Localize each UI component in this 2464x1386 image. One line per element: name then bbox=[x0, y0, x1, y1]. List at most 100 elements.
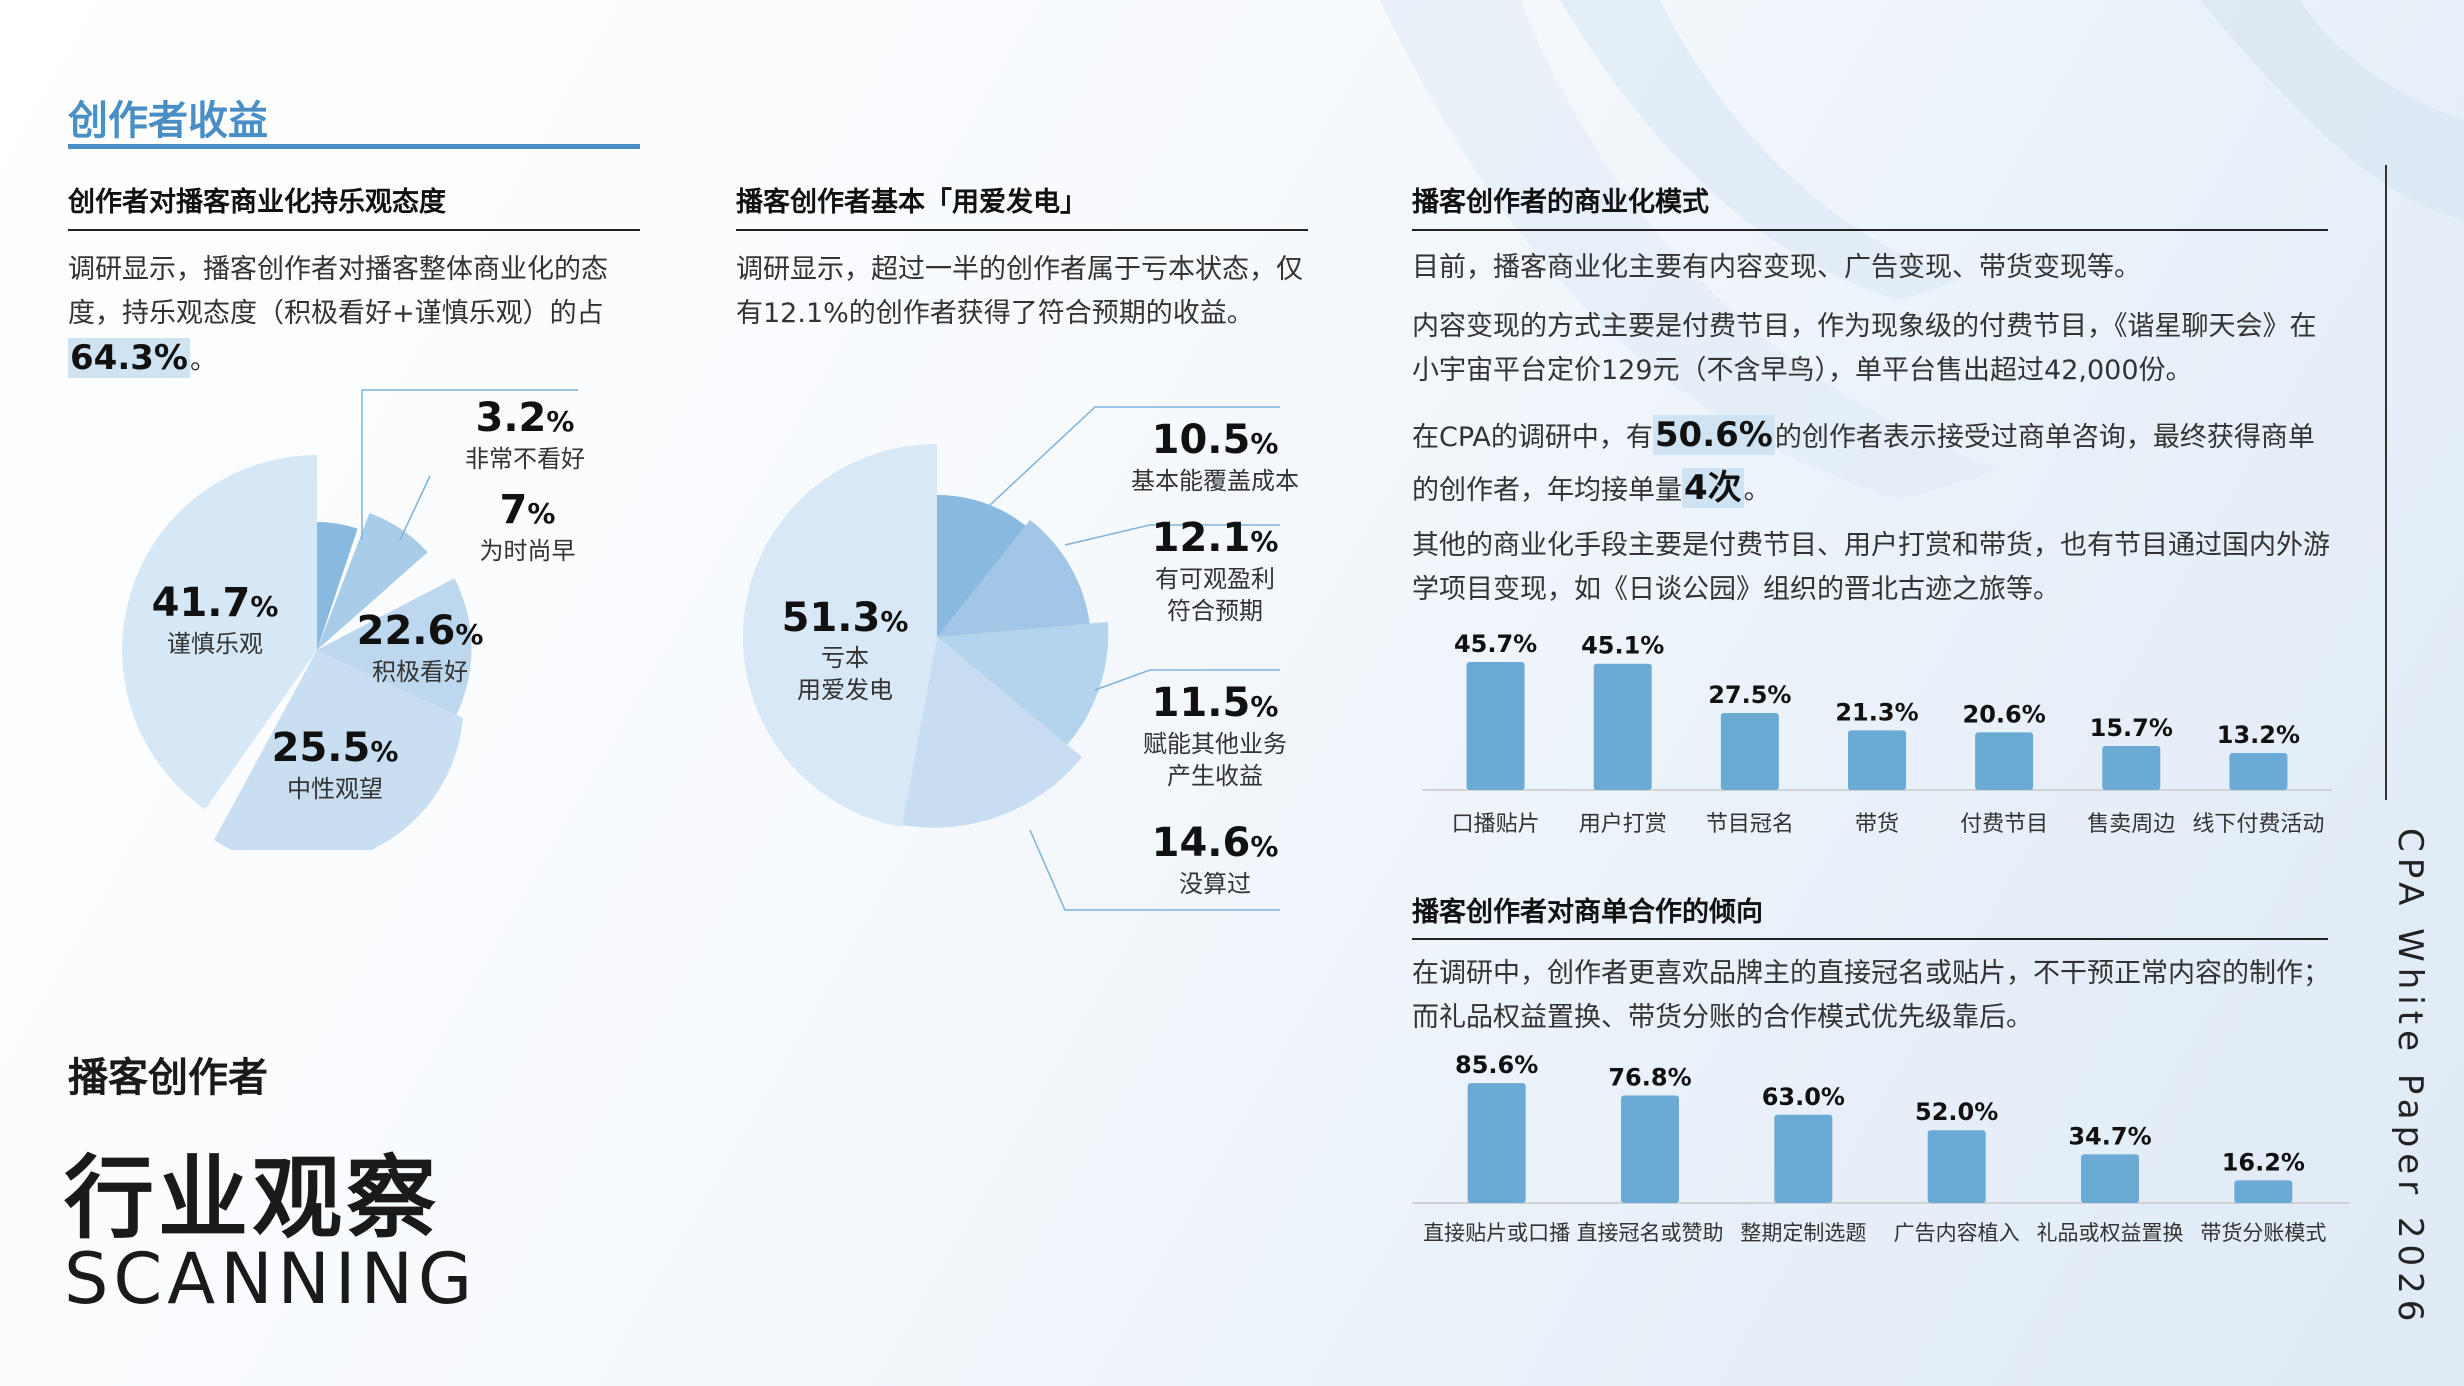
bar-7 bbox=[2229, 753, 2288, 790]
bar-category-label-6: 带货分账模式 bbox=[2200, 1221, 2326, 1245]
bar-5 bbox=[1975, 732, 2034, 790]
bar-category-label-5: 付费节目 bbox=[1960, 812, 2048, 837]
pie1-label-2: 为时尚早 bbox=[479, 537, 576, 565]
leader-line-105 bbox=[989, 406, 1280, 506]
bar-2 bbox=[1621, 1095, 1679, 1203]
bar-category-label-3: 节目冠名 bbox=[1706, 812, 1794, 837]
bar-category-label-1: 口播贴片 bbox=[1452, 812, 1540, 837]
bar-value-label-5: 34.7% bbox=[2068, 1122, 2151, 1150]
bar-5 bbox=[2081, 1154, 2139, 1203]
bar-1 bbox=[1467, 1083, 1526, 1203]
pie1-label-3: 积极看好 bbox=[372, 658, 468, 686]
leader-line-32 bbox=[361, 389, 578, 540]
leader-line-115 bbox=[1094, 669, 1280, 691]
pie1-value-3: 22.6% bbox=[356, 608, 484, 654]
bar-value-label-6: 15.7% bbox=[2090, 714, 2173, 742]
bar-value-label-5: 20.6% bbox=[1963, 700, 2046, 728]
pie-slices bbox=[742, 443, 1109, 828]
bar-chart-monetization: 45.7% 口播贴片 45.1% 用户打赏 27.5% 节目冠名 21.3% 带货 20.6% 付… bbox=[1422, 630, 2332, 837]
col3-highlight-2: 4次 bbox=[1682, 468, 1744, 508]
bar-chart-sponsorship: 85.6% 直接贴片或口播 76.8% 直接冠名或赞助 63.0% 整期定制选题 52.0%… bbox=[1412, 1051, 2350, 1245]
bar-value-label-4: 21.3% bbox=[1835, 698, 1918, 726]
leader-line-146 bbox=[1029, 829, 1280, 911]
bar-value-label-1: 45.7% bbox=[1454, 630, 1537, 658]
col3-paragraph-1: 目前，播客商业化主要有内容变现、广告变现、带货变现等。 bbox=[1412, 252, 2141, 283]
bar-category-label-4: 广告内容植入 bbox=[1894, 1221, 2020, 1245]
col3-paragraph-3: 在CPA的调研中，有50.6%的创作者表示接受过商单咨询，最终获得商单的创作者，… bbox=[1412, 415, 2315, 508]
bar-4 bbox=[1927, 1130, 1986, 1203]
bar-value-label-4: 52.0% bbox=[1915, 1098, 1998, 1126]
bar-category-label-2: 用户打赏 bbox=[1579, 812, 1667, 837]
bar-category-label-2: 直接冠名或赞助 bbox=[1577, 1221, 1724, 1245]
pie2-value-3: 11.5% bbox=[1151, 680, 1279, 726]
col3-highlight-1: 50.6% bbox=[1652, 415, 1775, 455]
pie-slices bbox=[122, 455, 472, 850]
col2-heading: 播客创作者基本「用爱发电」 bbox=[736, 187, 1087, 218]
col3-paragraph-4: 其他的商业化手段主要是付费节目、用户打赏和带货，也有节目通过国内外游学项目变现，… bbox=[1412, 530, 2330, 605]
bar-category-label-4: 带货 bbox=[1855, 812, 1899, 837]
bar-category-label-5: 礼品或权益置换 bbox=[2037, 1221, 2184, 1245]
col3-paragraph-2: 内容变现的方式主要是付费节目，作为现象级的付费节目，《谐星聊天会》在小宇宙平台定… bbox=[1412, 311, 2317, 386]
pie-chart-optimism bbox=[122, 389, 578, 850]
pie-slice-too-early bbox=[317, 513, 428, 650]
pie1-value-2: 7% bbox=[499, 487, 556, 533]
bar-3 bbox=[1774, 1114, 1833, 1203]
bar-category-label-1: 直接贴片或口播 bbox=[1423, 1221, 1570, 1245]
pie-chart-love-power bbox=[742, 406, 1280, 911]
bottom-subtitle: 播客创作者 bbox=[68, 1055, 268, 1101]
leader-line-121 bbox=[1064, 524, 1280, 546]
bar-2 bbox=[1593, 663, 1652, 790]
bar-value-label-2: 45.1% bbox=[1581, 632, 1664, 660]
bar-value-label-6: 16.2% bbox=[2222, 1148, 2305, 1176]
pie2-label-2: 有可观盈利 符合预期 bbox=[1155, 565, 1275, 625]
bar-4 bbox=[1848, 730, 1906, 790]
bar-value-label-1: 85.6% bbox=[1455, 1051, 1538, 1079]
pie2-value-1: 10.5% bbox=[1151, 417, 1279, 463]
pie-slice-other-biz bbox=[937, 622, 1109, 745]
bar-6 bbox=[2102, 746, 2161, 790]
bar-value-label-2: 76.8% bbox=[1608, 1063, 1691, 1091]
col3-heading-rule bbox=[1412, 229, 2328, 231]
pie-slice-loss bbox=[742, 443, 937, 827]
pie1-value-4: 25.5% bbox=[271, 725, 399, 771]
pie-slice-neutral bbox=[214, 650, 463, 850]
leader-line-7 bbox=[399, 475, 431, 541]
vertical-divider bbox=[2385, 165, 2387, 800]
col3-heading-2: 播客创作者对商单合作的倾向 bbox=[1412, 897, 1763, 928]
bottom-english-title: SCANNING bbox=[64, 1238, 478, 1320]
col2-paragraph: 调研显示，超过一半的创作者属于亏本状态，仅有12.1%的创作者获得了符合预期的收… bbox=[736, 254, 1303, 329]
pie-slice-cautious bbox=[122, 455, 318, 810]
pie1-label-5: 谨慎乐观 bbox=[167, 630, 263, 658]
pie1-label-4: 中性观望 bbox=[287, 775, 383, 803]
bar-6 bbox=[2234, 1180, 2293, 1203]
bar-3 bbox=[1720, 713, 1779, 790]
pie2-value-2: 12.1% bbox=[1151, 515, 1279, 561]
section-title: 创作者收益 bbox=[68, 98, 268, 144]
col1-heading-rule bbox=[68, 229, 640, 231]
pie2-label-3: 赋能其他业务 产生收益 bbox=[1143, 730, 1287, 790]
pie2-value-4: 14.6% bbox=[1151, 820, 1279, 866]
pie2-label-1: 基本能覆盖成本 bbox=[1131, 467, 1299, 495]
col3-heading-2-rule bbox=[1412, 938, 2328, 940]
bar-value-label-3: 63.0% bbox=[1762, 1083, 1845, 1111]
bottom-main-title: 行业观察 bbox=[64, 1146, 440, 1251]
col3-paragraph-5: 在调研中，创作者更喜欢品牌主的直接冠名或贴片，不干预正常内容的制作；而礼品权益置… bbox=[1412, 958, 2330, 1033]
pie-slice-cover-cost bbox=[937, 494, 1033, 637]
pie2-label-4: 没算过 bbox=[1179, 870, 1251, 898]
bar-1 bbox=[1466, 662, 1525, 790]
pie1-value-5: 41.7% bbox=[151, 580, 279, 626]
col1-heading: 创作者对播客商业化持乐观态度 bbox=[68, 187, 446, 218]
bar-category-label-3: 整期定制选题 bbox=[1740, 1221, 1866, 1245]
pie-slice-not-counted bbox=[902, 637, 1082, 828]
col1-paragraph: 调研显示，播客创作者对播客整体商业化的态度，持乐观态度（积极看好+谨慎乐观）的占… bbox=[68, 254, 608, 378]
col1-highlight: 64.3% bbox=[68, 338, 190, 378]
pie2-label-5: 亏本 用爱发电 bbox=[797, 644, 893, 704]
pie1-label-1: 非常不看好 bbox=[465, 445, 585, 473]
pie1-value-1: 3.2% bbox=[475, 395, 575, 441]
col2-heading-rule bbox=[736, 229, 1308, 231]
pie2-value-5: 51.3% bbox=[781, 595, 909, 641]
bar-value-label-7: 13.2% bbox=[2217, 721, 2300, 749]
bar-category-label-7: 线下付费活动 bbox=[2192, 812, 2324, 837]
pie-slice-very-pessimistic bbox=[317, 522, 358, 650]
